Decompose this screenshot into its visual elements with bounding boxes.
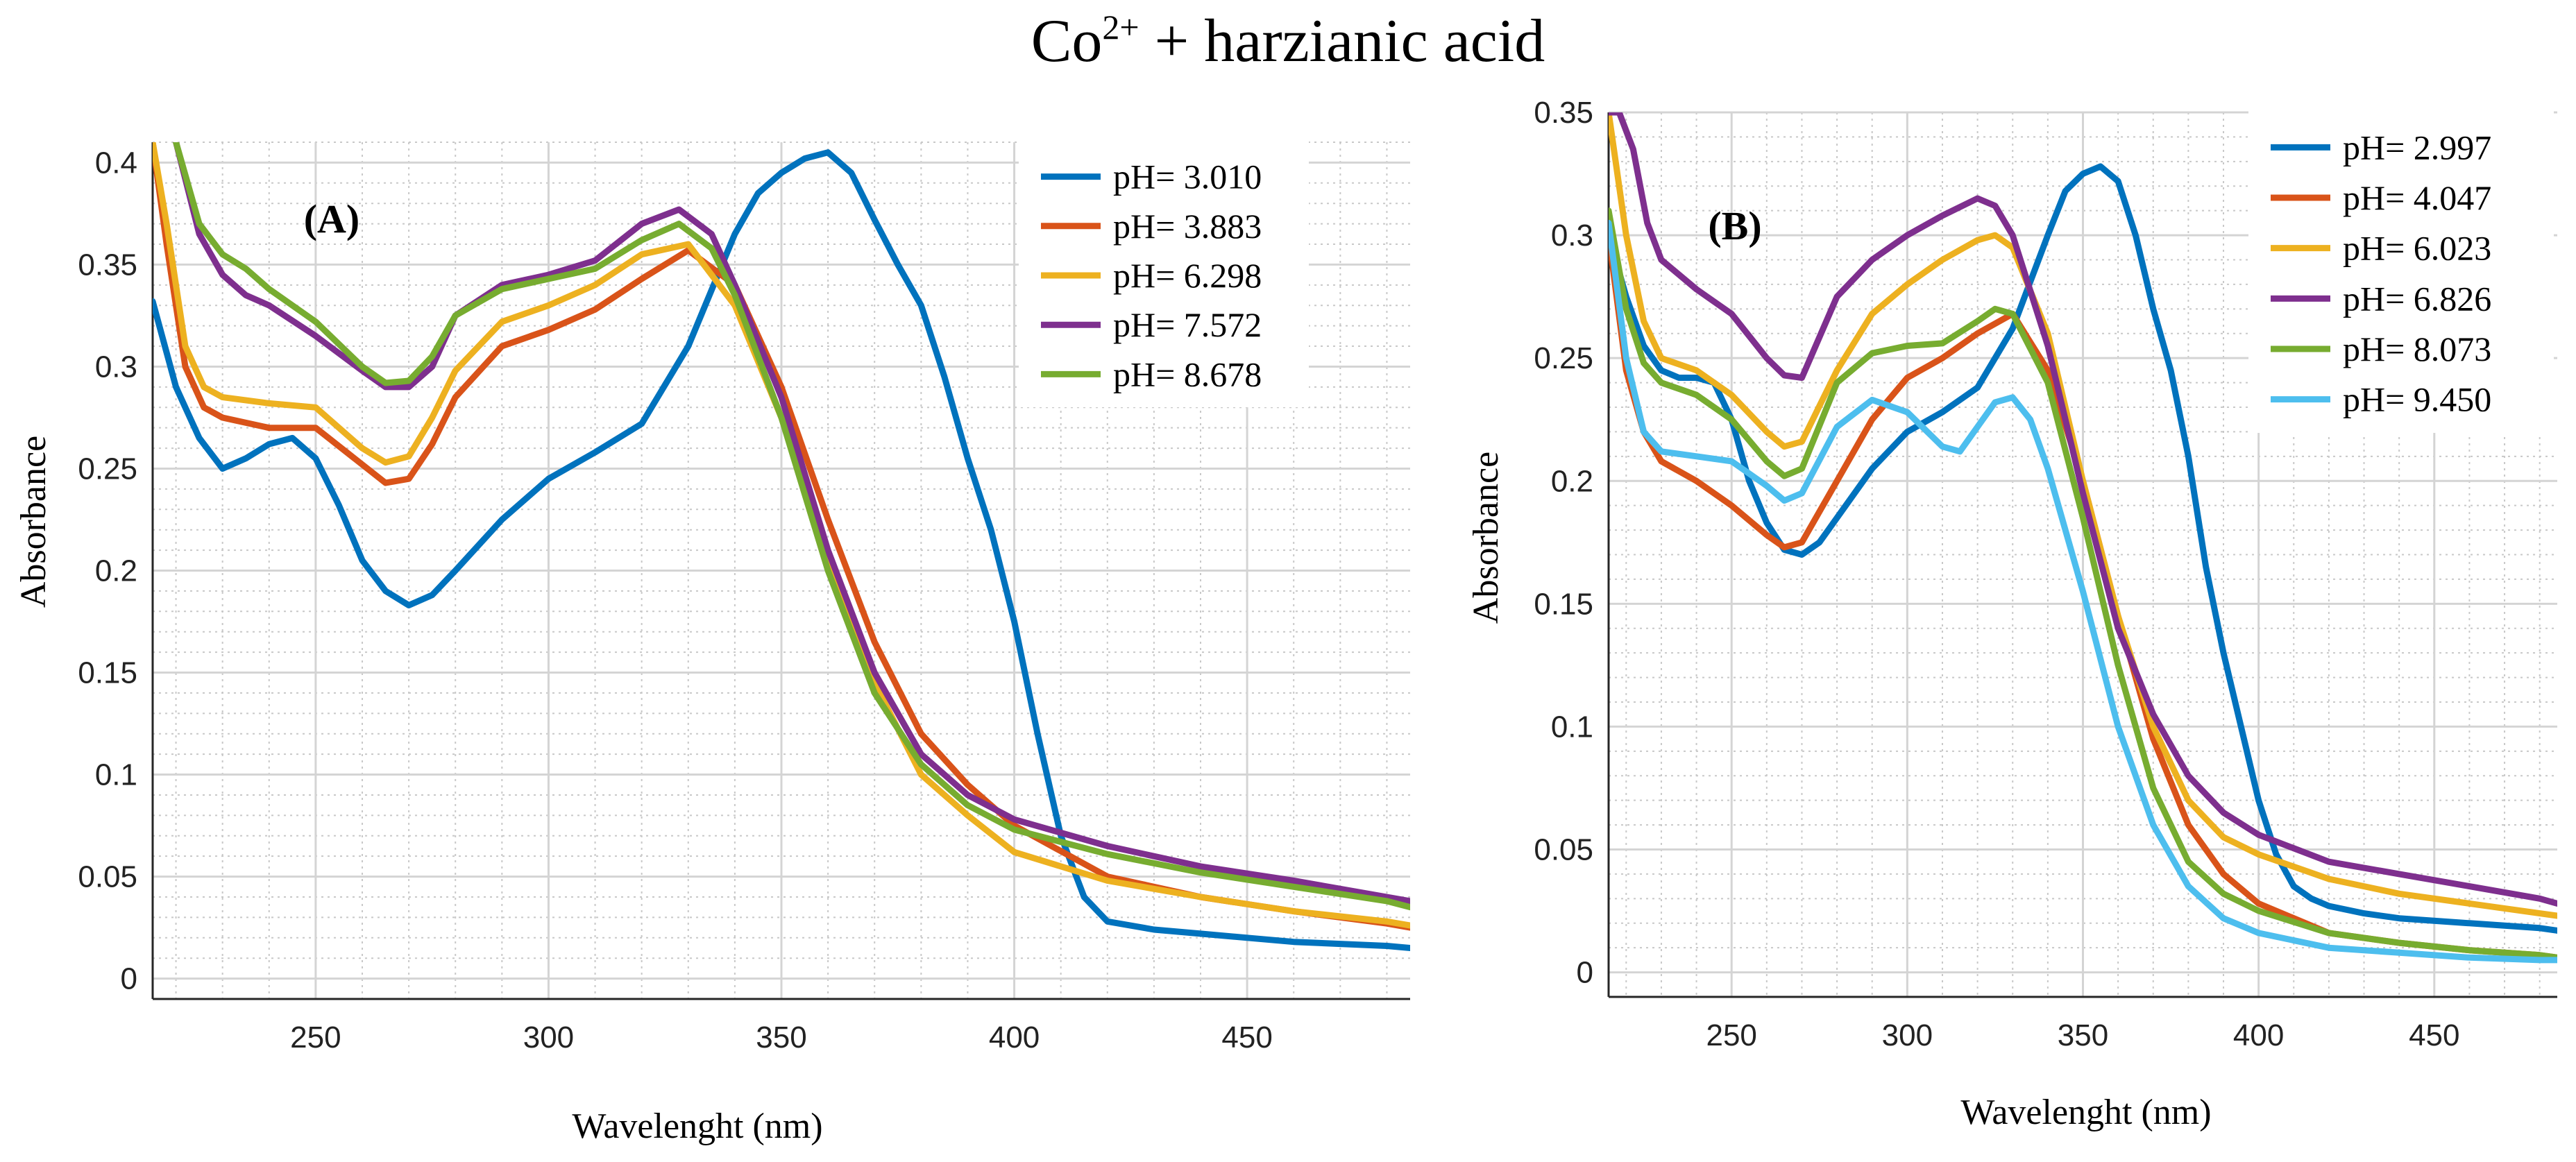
y-tick-label: 0.15 bbox=[1534, 587, 1593, 621]
legend-label: pH= 6.826 bbox=[2343, 279, 2491, 318]
x-axis-label: Wavelenght (nm) bbox=[1960, 1093, 2211, 1132]
series-line bbox=[1609, 112, 2557, 907]
y-tick-label: 0.2 bbox=[1551, 464, 1593, 498]
minor-grid bbox=[153, 142, 1410, 999]
y-tick-label: 0.2 bbox=[95, 554, 137, 588]
legend-label: pH= 8.678 bbox=[1113, 354, 1262, 393]
legend-label: pH= 2.997 bbox=[2343, 128, 2491, 166]
y-tick-label: 0.3 bbox=[1551, 219, 1593, 253]
y-tick-label: 0.25 bbox=[78, 452, 137, 486]
y-axis-label: Absorbance bbox=[1466, 452, 1506, 624]
panel-label: (B) bbox=[1708, 203, 1761, 248]
y-tick-label: 0 bbox=[1577, 956, 1593, 990]
legend-label: pH= 3.010 bbox=[1113, 157, 1262, 196]
series-line bbox=[1609, 219, 2557, 964]
x-tick-label: 450 bbox=[1221, 1020, 1272, 1054]
y-tick-label: 0 bbox=[121, 962, 137, 996]
x-tick-label: 300 bbox=[523, 1020, 574, 1054]
figure-title: Co2+ + harzianic acid bbox=[1031, 8, 1545, 75]
series-group bbox=[153, 142, 1410, 951]
series-line bbox=[1609, 207, 2557, 961]
y-tick-label: 0.1 bbox=[1551, 710, 1593, 744]
x-tick-label: 250 bbox=[1706, 1018, 1756, 1052]
x-tick-label: 400 bbox=[989, 1020, 1040, 1054]
legend-box bbox=[1019, 135, 1309, 407]
y-tick-label: 0.05 bbox=[1534, 833, 1593, 867]
x-tick-label: 350 bbox=[2058, 1018, 2108, 1052]
legend-label: pH= 7.572 bbox=[1113, 305, 1262, 344]
series-line bbox=[1609, 232, 2557, 961]
series-line bbox=[1609, 112, 2557, 919]
legend-label: pH= 3.883 bbox=[1113, 207, 1262, 246]
y-axis-label: Absorbance bbox=[14, 436, 53, 608]
major-grid bbox=[153, 142, 1410, 999]
legend: pH= 2.997 pH= 4.047 pH= 6.023 pH= 6.826 pH= … bbox=[2248, 105, 2554, 433]
x-tick-label: 250 bbox=[290, 1020, 341, 1054]
y-tick-label: 0.15 bbox=[78, 656, 137, 690]
x-tick-label: 450 bbox=[2409, 1018, 2459, 1052]
legend-label: pH= 9.450 bbox=[2343, 380, 2491, 419]
series-line bbox=[153, 149, 1410, 951]
minor-grid bbox=[1609, 112, 2557, 997]
legend-box bbox=[2248, 105, 2554, 433]
series-line bbox=[173, 142, 1410, 905]
series-line bbox=[153, 142, 1410, 931]
y-tick-label: 0.35 bbox=[78, 248, 137, 282]
legend-label: pH= 4.047 bbox=[2343, 178, 2491, 217]
y-tick-label: 0.1 bbox=[95, 758, 137, 792]
legend-label: pH= 6.298 bbox=[1113, 256, 1262, 295]
series-line bbox=[173, 142, 1410, 911]
x-tick-label: 300 bbox=[1882, 1018, 1933, 1052]
legend: pH= 3.010 pH= 3.883 pH= 6.298 pH= 7.572 pH= … bbox=[1019, 135, 1309, 407]
y-tick-label: 0.25 bbox=[1534, 341, 1593, 375]
series-line bbox=[1609, 163, 2557, 934]
legend-label: pH= 8.073 bbox=[2343, 330, 2491, 368]
y-tick-label: 0.35 bbox=[1534, 96, 1593, 130]
x-tick-label: 350 bbox=[756, 1020, 806, 1054]
major-grid bbox=[1609, 111, 2557, 997]
y-tick-label: 0.4 bbox=[95, 146, 137, 180]
legend-label: pH= 6.023 bbox=[2343, 229, 2491, 268]
y-tick-label: 0.05 bbox=[78, 860, 137, 894]
x-tick-label: 400 bbox=[2233, 1018, 2284, 1052]
series-group bbox=[1609, 112, 2557, 964]
x-axis-label: Wavelenght (nm) bbox=[572, 1107, 822, 1146]
series-line bbox=[153, 142, 1410, 929]
y-tick-label: 0.3 bbox=[95, 350, 137, 384]
panel-label: (A) bbox=[304, 196, 360, 241]
